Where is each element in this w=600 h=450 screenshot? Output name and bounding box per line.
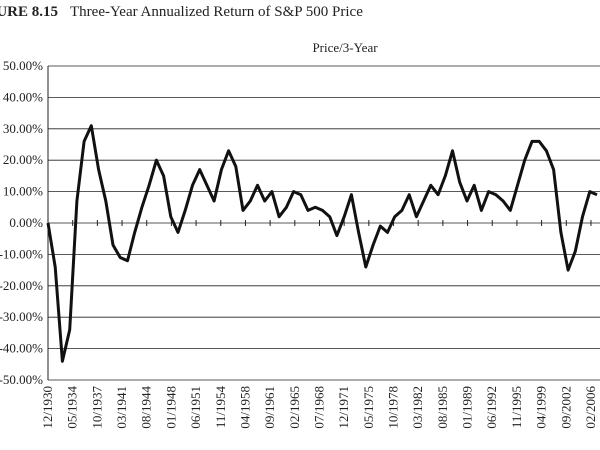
x-tick-label: 07/1968 [311,386,326,429]
x-tick-label: 09/2002 [558,386,573,429]
x-tick-label: 08/1944 [139,386,154,429]
figure-label: FIGURE 8.15 [0,4,58,20]
chart-title: Three-Year Annualized Return of S&P 500 … [70,4,363,20]
y-tick-label: 10.00% [3,184,43,199]
x-tick-label: 10/1978 [386,386,401,429]
x-tick-label: 01/1948 [163,386,178,429]
x-tick-label: 10/1937 [89,386,104,429]
y-tick-label: -40.00% [0,341,43,356]
x-tick-label: 08/1985 [435,386,450,429]
x-tick-label: 12/1971 [336,386,351,429]
y-tick-label: 30.00% [3,121,43,136]
y-tick-label: -30.00% [0,309,43,324]
x-tick-label: 06/1992 [484,386,499,429]
y-tick-label: 0.00% [9,215,43,230]
y-tick-label: -20.00% [0,278,43,293]
x-tick-label: 11/1954 [213,386,228,429]
x-tick-label: 05/1975 [361,386,376,429]
x-tick-label: 12/1930 [40,386,55,429]
y-tick-label: 50.00% [3,58,43,73]
x-tick-label: 02/2006 [583,386,598,429]
x-tick-label: 04/1999 [534,386,549,429]
x-tick-label: 01/1989 [460,386,475,429]
y-tick-label: -10.00% [0,246,43,261]
x-tick-label: 05/1934 [65,386,80,429]
x-tick-label: 03/1982 [410,386,425,429]
y-tick-label: 20.00% [3,152,43,167]
x-tick-label: 03/1941 [114,386,129,429]
x-tick-label: 02/1965 [287,386,302,429]
y-tick-label: -50.00% [0,372,43,387]
y-tick-label: 40.00% [3,89,43,104]
x-tick-label: 06/1951 [188,386,203,429]
x-tick-label: 04/1958 [237,386,252,429]
series-line [46,124,598,363]
x-tick-label: 09/1961 [262,386,277,429]
x-tick-label: 11/1995 [509,386,524,428]
chart-subtitle: Price/3-Year [312,40,378,55]
